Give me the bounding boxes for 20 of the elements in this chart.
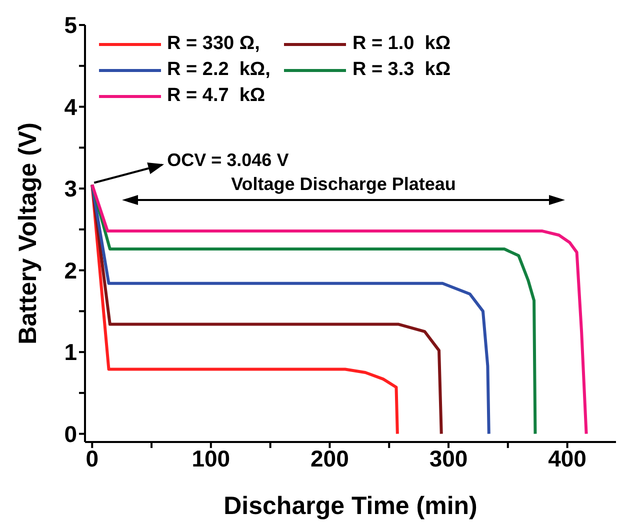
legend-label: R = 4.7 kΩ — [167, 85, 266, 107]
x-tick-label: 400 — [548, 445, 586, 472]
legend-label: R = 3.3 kΩ — [352, 59, 451, 81]
y-axis-title: Battery Voltage (V) — [14, 122, 42, 344]
y-tick-label: 5 — [64, 12, 78, 38]
annotation: Voltage Discharge Plateau — [231, 174, 456, 194]
x-tick-label: 0 — [86, 445, 99, 472]
y-tick-label: 1 — [64, 339, 78, 366]
legend-label: R = 1.0 kΩ — [352, 33, 451, 55]
y-tick-label: 2 — [64, 257, 77, 284]
x-tick-label: 200 — [310, 445, 349, 472]
y-tick-label: 0 — [64, 420, 77, 447]
x-axis-title: Discharge Time (min) — [224, 492, 478, 520]
y-tick-label: 4 — [64, 94, 78, 120]
x-tick-label: 100 — [192, 445, 230, 472]
y-tick-label: 3 — [64, 176, 77, 202]
x-tick-label: 300 — [429, 445, 468, 472]
legend-label: R = 330 Ω, — [167, 33, 260, 55]
annotation: OCV = 3.046 V — [167, 150, 289, 170]
legend-label: R = 2.2 kΩ, — [167, 59, 270, 81]
